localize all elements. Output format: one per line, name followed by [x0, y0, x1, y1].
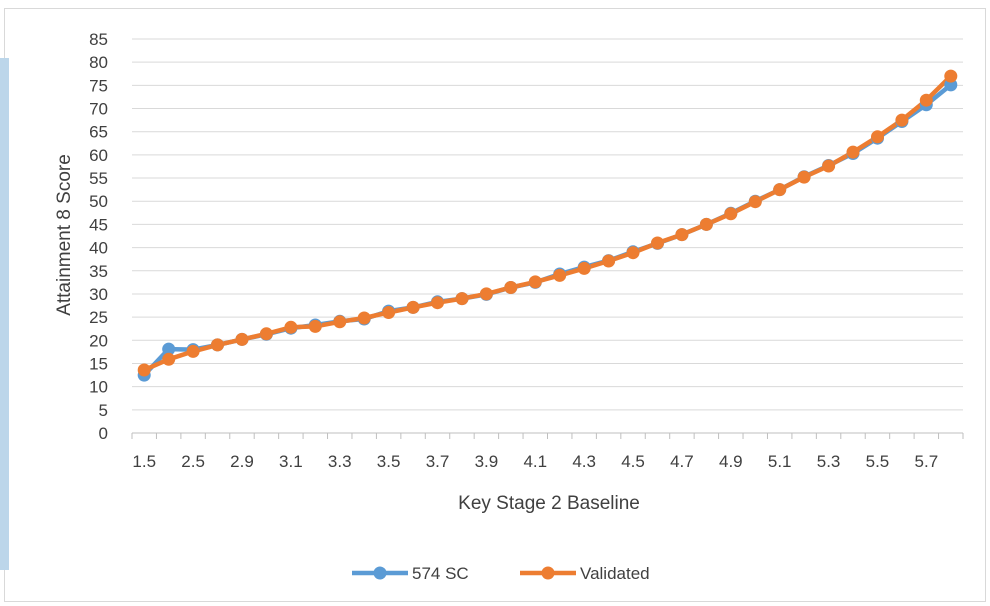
series-lines [141, 73, 954, 378]
data-point [137, 363, 151, 377]
y-tick-label: 35 [89, 262, 108, 281]
x-tick-label: 5.5 [866, 452, 890, 471]
legend-label: Validated [580, 564, 650, 583]
x-tick-label: 3.1 [279, 452, 303, 471]
data-point [504, 281, 518, 294]
legend-swatch-marker [541, 566, 555, 580]
x-tick-label: 5.3 [817, 452, 841, 471]
y-tick-label: 75 [89, 76, 108, 95]
x-tick-label: 4.7 [670, 452, 694, 471]
data-point [455, 292, 469, 306]
data-point [406, 300, 420, 314]
x-tick-label: 5.7 [915, 452, 939, 471]
x-tick-label: 5.1 [768, 452, 792, 471]
y-tick-label: 70 [89, 100, 108, 119]
y-tick-label: 40 [89, 239, 108, 258]
chart-frame [4, 8, 986, 602]
data-point [235, 332, 249, 346]
side-accent-bar [0, 58, 9, 570]
gridlines [132, 38, 963, 411]
y-tick-label: 20 [89, 331, 108, 350]
data-point [651, 236, 664, 250]
x-tick-label: 4.9 [719, 452, 743, 471]
x-tick-label: 3.3 [328, 452, 352, 471]
data-point [895, 113, 909, 127]
y-tick-label: 45 [89, 215, 108, 234]
data-point [871, 130, 884, 144]
data-point [528, 275, 542, 289]
y-tick-label: 5 [99, 401, 108, 420]
x-tick-labels: 1.5 2.5 2.9 3.1 3.3 3.5 3.7 3.9 4.1 4.3 4.5 4.7 4.9 5… [132, 452, 938, 471]
data-point [748, 195, 762, 209]
x-tick-label: 1.5 [132, 452, 156, 471]
data-point [162, 342, 176, 356]
data-point [211, 338, 224, 352]
legend-swatch-marker [373, 566, 387, 580]
y-tick-label: 55 [89, 169, 108, 188]
data-point [553, 268, 567, 282]
data-point [284, 320, 298, 334]
data-point [773, 183, 787, 197]
y-tick-labels: 0 5 10 15 20 25 30 35 40 45 50 55 60 65 70 75 80 85 [89, 30, 108, 443]
y-tick-label: 80 [89, 53, 108, 72]
data-point [357, 311, 371, 325]
x-tick-label: 3.7 [426, 452, 450, 471]
y-tick-label: 30 [89, 285, 108, 304]
data-point [919, 93, 933, 107]
y-tick-label: 85 [89, 30, 108, 49]
x-tick-label: 4.3 [572, 452, 596, 471]
y-axis-label: Attainment 8 Score [54, 154, 75, 316]
y-tick-label: 0 [99, 424, 108, 443]
data-point [479, 287, 493, 301]
y-tick-label: 60 [89, 146, 108, 165]
x-tick-label: 2.5 [181, 452, 205, 471]
data-point [308, 319, 322, 333]
data-point [675, 228, 689, 242]
data-point [186, 344, 200, 358]
data-point [382, 306, 396, 319]
y-tick-label: 25 [89, 308, 108, 327]
x-axis [131, 432, 964, 439]
data-point [699, 217, 713, 231]
x-tick-label: 3.5 [377, 452, 401, 471]
x-axis-label: Key Stage 2 Baseline [458, 493, 640, 514]
data-point [822, 159, 836, 173]
series-line-1 [141, 73, 954, 373]
data-point [577, 261, 591, 275]
x-tick-label: 3.9 [475, 452, 499, 471]
data-point [797, 170, 811, 184]
y-tick-label: 50 [89, 192, 108, 211]
legend: 574 SC Validated [352, 564, 650, 583]
data-point [944, 69, 958, 83]
data-point [333, 315, 347, 329]
x-tick-label: 4.1 [523, 452, 547, 471]
y-tick-label: 65 [89, 123, 108, 142]
y-tick-label: 15 [89, 354, 108, 373]
data-point [724, 207, 738, 221]
data-point [259, 327, 273, 341]
data-point [602, 254, 616, 268]
data-point [846, 145, 860, 159]
data-point [431, 296, 444, 310]
x-tick-label: 2.9 [230, 452, 254, 471]
data-point [626, 246, 640, 260]
legend-label: 574 SC [412, 564, 469, 583]
data-point [162, 352, 176, 366]
x-tick-label: 4.5 [621, 452, 645, 471]
series-points [137, 69, 958, 382]
y-tick-label: 10 [89, 378, 108, 397]
